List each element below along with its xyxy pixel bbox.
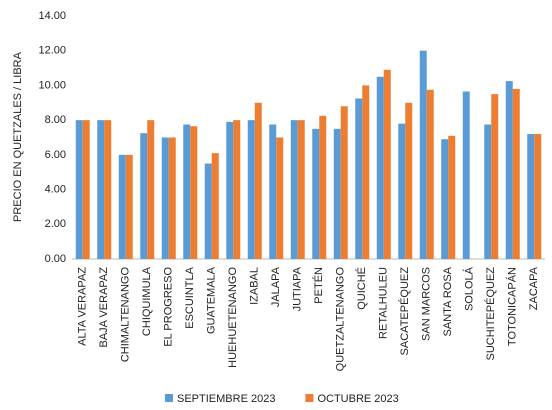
bar xyxy=(441,139,449,259)
x-tick-label: SAN MARCOS xyxy=(421,267,433,341)
x-tick-label: CHIMALTENANGO xyxy=(120,267,132,363)
legend-swatch xyxy=(165,394,173,402)
x-tick-label: IZABAL xyxy=(249,267,261,305)
x-tick-label: BAJA VERAPAZ xyxy=(98,267,110,348)
x-tick-label: ESCUINTLA xyxy=(184,266,196,328)
bar xyxy=(462,91,470,259)
x-tick-label: JALAPA xyxy=(270,266,282,307)
bar xyxy=(125,154,133,259)
bar xyxy=(491,94,499,259)
y-tick-label: 8.00 xyxy=(45,114,66,126)
bar xyxy=(312,128,320,259)
x-tick-label: PETÉN xyxy=(312,267,325,304)
bar xyxy=(168,137,176,259)
bar xyxy=(355,98,363,259)
bar xyxy=(340,106,348,259)
bar xyxy=(362,85,370,259)
bar xyxy=(405,102,413,260)
x-tick-label: SOLOLÁ xyxy=(463,266,476,311)
bar xyxy=(426,89,434,260)
x-tick-label: QUICHÉ xyxy=(355,267,368,310)
bar xyxy=(512,88,520,260)
x-tick-label: QUETZALTENANGO xyxy=(335,267,347,372)
bar xyxy=(211,153,219,259)
y-tick-label: 10.00 xyxy=(38,79,66,91)
legend-label: OCTUBRE 2023 xyxy=(317,393,398,405)
y-tick-label: 14.00 xyxy=(38,10,66,22)
x-tick-label: HUEHUETENANGO xyxy=(227,267,239,368)
y-tick-label: 0.00 xyxy=(45,253,66,265)
bar xyxy=(276,137,284,259)
bar xyxy=(226,121,234,259)
bar xyxy=(297,120,305,260)
x-tick-label: RETALHULEU xyxy=(378,267,390,339)
y-tick-label: 6.00 xyxy=(45,149,66,161)
x-tick-label: SACATEPÉQUEZ xyxy=(398,267,411,356)
bar xyxy=(97,120,105,260)
legend-swatch xyxy=(305,394,314,402)
bar xyxy=(269,124,277,259)
x-tick-label: CHIQUIMULA xyxy=(141,266,153,336)
bar xyxy=(190,126,198,259)
bar xyxy=(140,133,148,259)
bar xyxy=(505,81,513,259)
y-tick-label: 2.00 xyxy=(45,218,66,230)
bar xyxy=(233,120,241,260)
x-tick-label: TOTONICAPÁN xyxy=(506,267,519,346)
bar xyxy=(183,124,191,259)
bar xyxy=(398,123,406,259)
bar xyxy=(333,128,341,259)
x-tick-label: SANTA ROSA xyxy=(442,266,454,336)
legend-label: SEPTIEMBRE 2023 xyxy=(177,393,275,405)
bar xyxy=(534,134,542,259)
x-tick-label: ALTA VERAPAZ xyxy=(77,267,89,346)
bar xyxy=(104,120,112,260)
bar xyxy=(147,120,155,260)
y-tick-label: 12.00 xyxy=(38,45,66,57)
y-tick-label: 4.00 xyxy=(45,183,66,195)
bar xyxy=(254,102,262,260)
bar xyxy=(118,154,126,259)
bar xyxy=(383,69,391,259)
bar xyxy=(376,76,384,259)
x-tick-label: GUATEMALA xyxy=(206,266,218,334)
bar xyxy=(484,124,492,259)
bar xyxy=(419,50,427,259)
bar xyxy=(82,120,90,260)
bar xyxy=(290,120,298,260)
bar xyxy=(448,135,456,259)
bar xyxy=(527,134,535,259)
x-tick-label: ZACAPA xyxy=(528,266,540,310)
bar xyxy=(161,137,169,259)
y-axis-title: PRECIO EN QUETZALES / LIBRA xyxy=(12,51,24,222)
bar xyxy=(319,115,327,259)
bar xyxy=(204,163,212,259)
bar xyxy=(247,120,255,260)
x-tick-label: JUTIAPA xyxy=(292,266,304,311)
x-tick-label: SUCHITEPÉQUEZ xyxy=(484,267,497,361)
x-tick-label: EL PROGRESO xyxy=(163,267,175,347)
bar xyxy=(75,120,83,260)
